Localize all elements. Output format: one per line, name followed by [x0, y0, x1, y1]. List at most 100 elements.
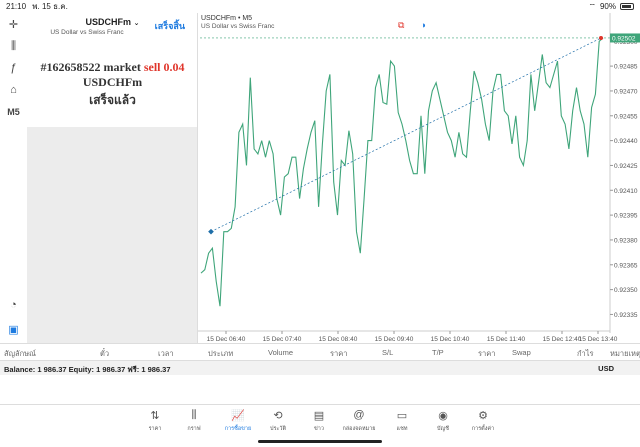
chat-icon: ▭ — [396, 410, 408, 422]
chart-icon: ⫼ — [191, 409, 197, 421]
price-label: 0.92350 — [614, 287, 638, 294]
symbol-description: US Dollar vs Swiss Franc — [50, 29, 124, 36]
indicators-icon[interactable]: ⫼ — [10, 39, 17, 52]
accounts-icon: ◉ — [438, 410, 448, 422]
left-toolbar: ✛ ⫼ ƒ ⌂ M5 ◔ ▣ — [0, 13, 27, 343]
price-label: 0.92455 — [614, 113, 638, 120]
current-price-box — [610, 33, 640, 43]
column-header: สัญลักษณ์ — [4, 349, 37, 358]
price-label: 0.92395 — [614, 213, 638, 220]
nav-label: การตั้งค่า — [471, 426, 495, 432]
nav-label: บัญชี — [437, 426, 449, 432]
column-header: เวลา — [158, 349, 174, 358]
trade-panel-icon[interactable]: ▣ — [8, 323, 19, 336]
quotes-icon: ⇅ — [150, 410, 160, 422]
price-chart[interactable]: USDCHFm • M5 US Dollar vs Swiss Franc 0.… — [198, 13, 640, 343]
status-right: ⌔ 90% — [588, 2, 634, 12]
column-header: Swap — [512, 348, 531, 357]
time-label: 15 Dec 08:40 — [319, 336, 358, 343]
price-label: 0.92425 — [614, 163, 638, 170]
close-marker — [599, 35, 603, 40]
status-time: 21:10 — [6, 2, 27, 11]
settings-icon: ⚙ — [478, 410, 488, 422]
trade-toggle-icon[interactable]: ⧉ — [398, 20, 405, 30]
order-sell-volume: sell 0.04 — [143, 60, 185, 74]
column-header: ราคา — [330, 349, 348, 358]
column-header: ราคา — [478, 349, 496, 358]
symbol-name: USDCHFm — [85, 17, 132, 27]
done-button[interactable]: เสร็จสิ้น — [154, 21, 185, 31]
home-indicator — [258, 440, 382, 443]
price-label: 0.92365 — [614, 262, 638, 269]
one-click-icon[interactable]: ◑ — [420, 20, 426, 30]
price-label: 0.92440 — [614, 138, 638, 145]
status-bar: 21:10 พ. 15 ธ.ค. ⌔ 90% — [0, 0, 640, 13]
balance-currency: USD — [598, 364, 614, 373]
balance-text: Balance: 1 986.37 Equity: 1 986.37 ฟรี: … — [4, 365, 171, 374]
mailbox-nav[interactable]: @ กล่องจดหมาย — [339, 409, 379, 433]
chat-nav[interactable]: ▭ แชท — [382, 409, 422, 433]
wifi-icon: ⌔ — [588, 1, 596, 11]
nav-label: กราฟ — [187, 426, 201, 432]
crosshair-icon[interactable]: ✛ — [8, 18, 19, 31]
order-panel: USDCHFm ⌄ US Dollar vs Swiss Franc เสร็จ… — [27, 13, 198, 127]
timeframe-label[interactable]: M5 — [7, 107, 20, 117]
trade-nav[interactable]: 📈 การซื้อขาย — [218, 409, 258, 433]
nav-label: กล่องจดหมาย — [342, 426, 376, 432]
chart-nav[interactable]: ⫼ กราฟ — [174, 409, 214, 433]
function-icon[interactable]: ƒ — [10, 62, 17, 74]
balance-row: Balance: 1 986.37 Equity: 1 986.37 ฟรี: … — [0, 361, 640, 375]
price-line-series — [200, 37, 604, 307]
column-header: T/P — [432, 348, 444, 357]
order-result-line1: #162658522 market sell 0.04 — [27, 60, 198, 75]
order-result-status: เสร็จแล้ว — [89, 93, 136, 107]
time-label: 15 Dec 11:40 — [487, 336, 526, 343]
mailbox-icon: @ — [353, 409, 365, 421]
price-label: 0.92335 — [614, 312, 638, 319]
history-icon: ⟲ — [273, 410, 283, 422]
column-header: ตั๋ว — [100, 349, 110, 358]
column-header: S/L — [382, 348, 394, 357]
order-ticket: #162658522 market — [40, 60, 144, 74]
chevron-down-icon: ⌄ — [133, 20, 140, 27]
news-nav[interactable]: ▤ ข่าว — [299, 409, 339, 433]
price-label: 0.92380 — [614, 237, 638, 244]
order-panel-background — [27, 127, 198, 343]
column-header: Volume — [268, 348, 294, 357]
current-price-label: 0.92502 — [612, 35, 636, 42]
battery-percent: 90% — [599, 2, 616, 11]
nav-label: แชท — [396, 426, 408, 432]
time-label: 15 Dec 13:40 — [579, 336, 618, 343]
time-label: 15 Dec 09:40 — [375, 336, 414, 343]
chart-header-icons: ⧉ ◑ — [398, 20, 426, 31]
time-label: 15 Dec 12:40 — [543, 336, 582, 343]
bottom-nav: ⇅ ราคา ⫼ กราฟ 📈 การซื้อขาย ⟲ ประวัติ ▤ ข่าว @ กล่อง… — [0, 404, 640, 447]
chart-canvas[interactable]: 0.925000.924850.924700.924550.924400.924… — [198, 13, 640, 343]
nav-label: ประวัติ — [269, 426, 287, 432]
objects-icon[interactable]: ⌂ — [10, 84, 17, 96]
nav-label: การซื้อขาย — [224, 426, 252, 432]
price-label: 0.92470 — [614, 88, 638, 95]
gauge-icon[interactable]: ◔ — [10, 299, 17, 311]
status-date: พ. 15 ธ.ค. — [32, 2, 68, 11]
column-header: กำไร — [577, 349, 594, 358]
chart-subtitle: US Dollar vs Swiss Franc — [201, 23, 275, 30]
column-header: หมายเหตุ — [610, 349, 640, 358]
order-result-symbol: USDCHFm — [82, 75, 143, 89]
news-icon: ▤ — [313, 410, 325, 422]
settings-nav[interactable]: ⚙ การตั้งค่า — [463, 409, 503, 433]
chart-title: USDCHFm • M5 — [201, 15, 253, 22]
battery-icon — [620, 3, 634, 10]
status-left: 21:10 พ. 15 ธ.ค. — [6, 0, 68, 13]
trade-trend-line — [210, 37, 602, 232]
history-nav[interactable]: ⟲ ประวัติ — [258, 409, 298, 433]
nav-label: ราคา — [148, 426, 162, 432]
quotes-nav[interactable]: ⇅ ราคา — [135, 409, 175, 433]
symbol-selector[interactable]: USDCHFm ⌄ — [27, 17, 198, 27]
price-label: 0.92410 — [614, 188, 638, 195]
accounts-nav[interactable]: ◉ บัญชี — [423, 409, 463, 433]
price-label: 0.92485 — [614, 64, 638, 71]
nav-label: ข่าว — [314, 426, 324, 432]
entry-marker — [208, 228, 214, 235]
trade-icon: 📈 — [231, 410, 245, 422]
